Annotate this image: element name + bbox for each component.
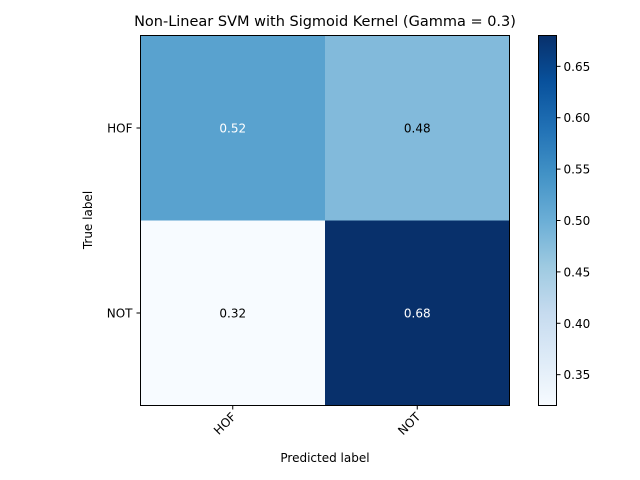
cell-value-label: 0.32 [219, 307, 246, 321]
heatmap-cell-labels: 0.52 0.48 0.32 0.68 [219, 122, 430, 321]
x-axis-ticks: HOF NOT [211, 405, 424, 438]
y-tick-label: HOF [107, 122, 132, 136]
cell-value-label: 0.48 [404, 122, 431, 136]
plot-frame [140, 35, 510, 406]
colorbar-tick-label: 0.50 [564, 214, 591, 228]
heatmap-cell [325, 35, 510, 221]
heatmap-cell [325, 220, 510, 406]
colorbar-tick-label: 0.45 [564, 265, 591, 279]
colorbar [538, 35, 557, 406]
y-axis-ticks: HOF NOT [107, 122, 141, 321]
y-axis-label: True label [81, 191, 95, 250]
x-tick-label: NOT [395, 409, 424, 438]
colorbar-ticks: 0.35 0.40 0.45 0.50 0.55 0.60 0.65 [556, 60, 591, 382]
cell-value-label: 0.68 [404, 307, 431, 321]
x-tick-label: HOF [211, 410, 239, 438]
colorbar-tick-label: 0.65 [564, 60, 591, 74]
colorbar-tick-label: 0.40 [564, 317, 591, 331]
colorbar-tick-label: 0.55 [564, 163, 591, 177]
cell-value-label: 0.52 [219, 122, 246, 136]
x-axis-label: Predicted label [280, 451, 369, 465]
y-tick-label: NOT [107, 307, 133, 321]
colorbar-tick-label: 0.35 [564, 368, 591, 382]
heatmap-cell [140, 220, 326, 406]
chart-title: Non-Linear SVM with Sigmoid Kernel (Gamm… [134, 14, 516, 30]
heatmap-cell [140, 35, 326, 221]
heatmap-cells [140, 35, 510, 406]
colorbar-tick-label: 0.60 [564, 111, 591, 125]
